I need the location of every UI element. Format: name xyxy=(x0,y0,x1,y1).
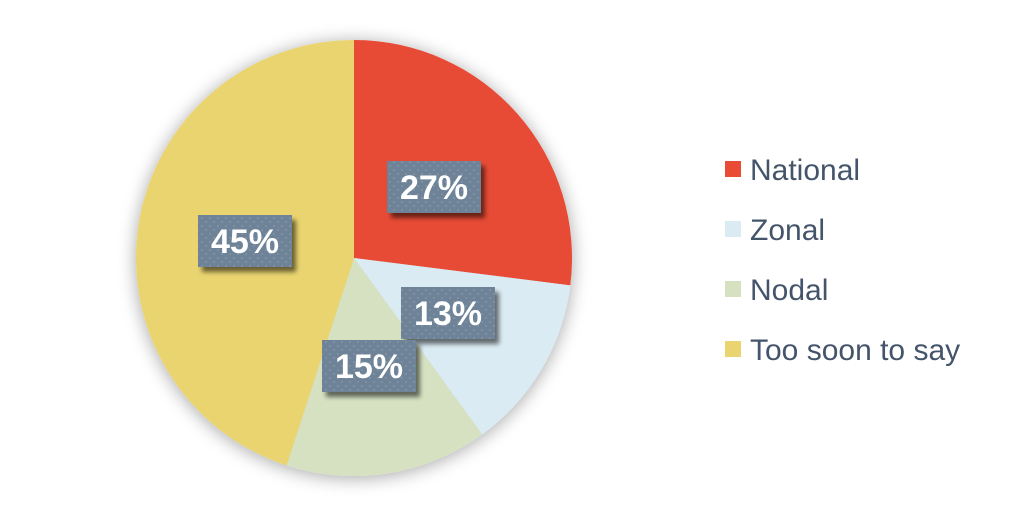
data-label-texture xyxy=(387,161,481,213)
data-label-too-soon-to-say: 45% xyxy=(198,215,292,267)
legend-swatch xyxy=(725,221,741,237)
data-label-national: 27% xyxy=(387,161,481,213)
legend-swatch xyxy=(725,161,741,177)
pie-data-labels: 27% 13% 15% 45% xyxy=(198,161,495,392)
data-label-value: 27% xyxy=(400,169,468,207)
legend-label: Zonal xyxy=(750,214,825,247)
data-label-zonal: 13% xyxy=(401,287,495,339)
legend: National Zonal Nodal Too soon to say xyxy=(725,154,960,367)
data-label-value: 13% xyxy=(414,295,482,333)
data-label-value: 15% xyxy=(335,348,403,386)
legend-label: Nodal xyxy=(750,274,828,307)
legend-label: National xyxy=(750,154,860,187)
data-label-texture xyxy=(198,215,292,267)
legend-item-too-soon-to-say: Too soon to say xyxy=(725,334,960,367)
data-label-texture xyxy=(322,340,416,392)
legend-item-zonal: Zonal xyxy=(725,214,825,247)
legend-item-national: National xyxy=(725,154,860,187)
data-label-texture xyxy=(401,287,495,339)
legend-swatch xyxy=(725,281,741,297)
legend-item-nodal: Nodal xyxy=(725,274,828,307)
data-label-value: 45% xyxy=(211,223,279,261)
data-label-nodal: 15% xyxy=(322,340,416,392)
legend-swatch xyxy=(725,341,741,357)
legend-label: Too soon to say xyxy=(750,334,960,367)
